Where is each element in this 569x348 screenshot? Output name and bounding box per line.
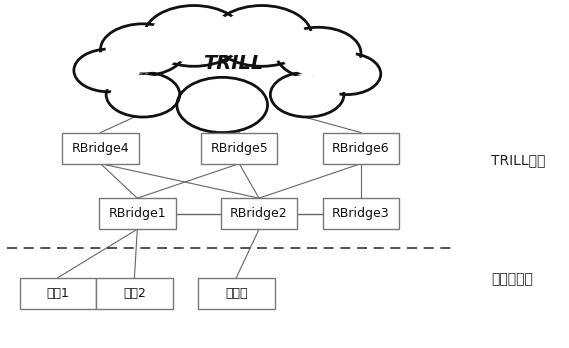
Circle shape	[106, 27, 180, 72]
Text: RBridge3: RBridge3	[332, 207, 390, 220]
Circle shape	[313, 53, 381, 95]
Circle shape	[144, 6, 244, 66]
FancyBboxPatch shape	[198, 278, 275, 309]
Text: RBridge6: RBridge6	[332, 142, 390, 155]
Circle shape	[110, 75, 175, 114]
FancyBboxPatch shape	[323, 198, 399, 229]
Circle shape	[276, 27, 361, 79]
FancyBboxPatch shape	[62, 133, 139, 164]
FancyBboxPatch shape	[323, 133, 399, 164]
Circle shape	[106, 72, 180, 117]
FancyBboxPatch shape	[20, 278, 96, 309]
FancyBboxPatch shape	[201, 133, 278, 164]
Circle shape	[212, 6, 312, 66]
Circle shape	[281, 30, 356, 76]
Circle shape	[150, 9, 238, 63]
Text: RBridge4: RBridge4	[72, 142, 129, 155]
FancyBboxPatch shape	[221, 198, 297, 229]
Text: RBridge2: RBridge2	[230, 207, 288, 220]
Text: RBridge5: RBridge5	[211, 142, 268, 155]
Circle shape	[78, 52, 140, 89]
Text: TRILL: TRILL	[203, 54, 263, 73]
Circle shape	[182, 81, 262, 129]
Text: 本地以太网: 本地以太网	[491, 272, 533, 286]
Text: 服务器: 服务器	[225, 287, 248, 300]
Circle shape	[177, 77, 267, 133]
FancyBboxPatch shape	[99, 198, 175, 229]
Circle shape	[101, 24, 185, 76]
Text: RBridge1: RBridge1	[109, 207, 166, 220]
Circle shape	[270, 72, 344, 117]
Text: 主机1: 主机1	[47, 287, 69, 300]
Text: TRILL网络: TRILL网络	[491, 153, 546, 167]
Circle shape	[74, 49, 144, 92]
FancyBboxPatch shape	[96, 278, 172, 309]
Circle shape	[317, 56, 377, 92]
Circle shape	[218, 9, 306, 63]
Text: 主机2: 主机2	[123, 287, 146, 300]
Circle shape	[275, 75, 340, 114]
